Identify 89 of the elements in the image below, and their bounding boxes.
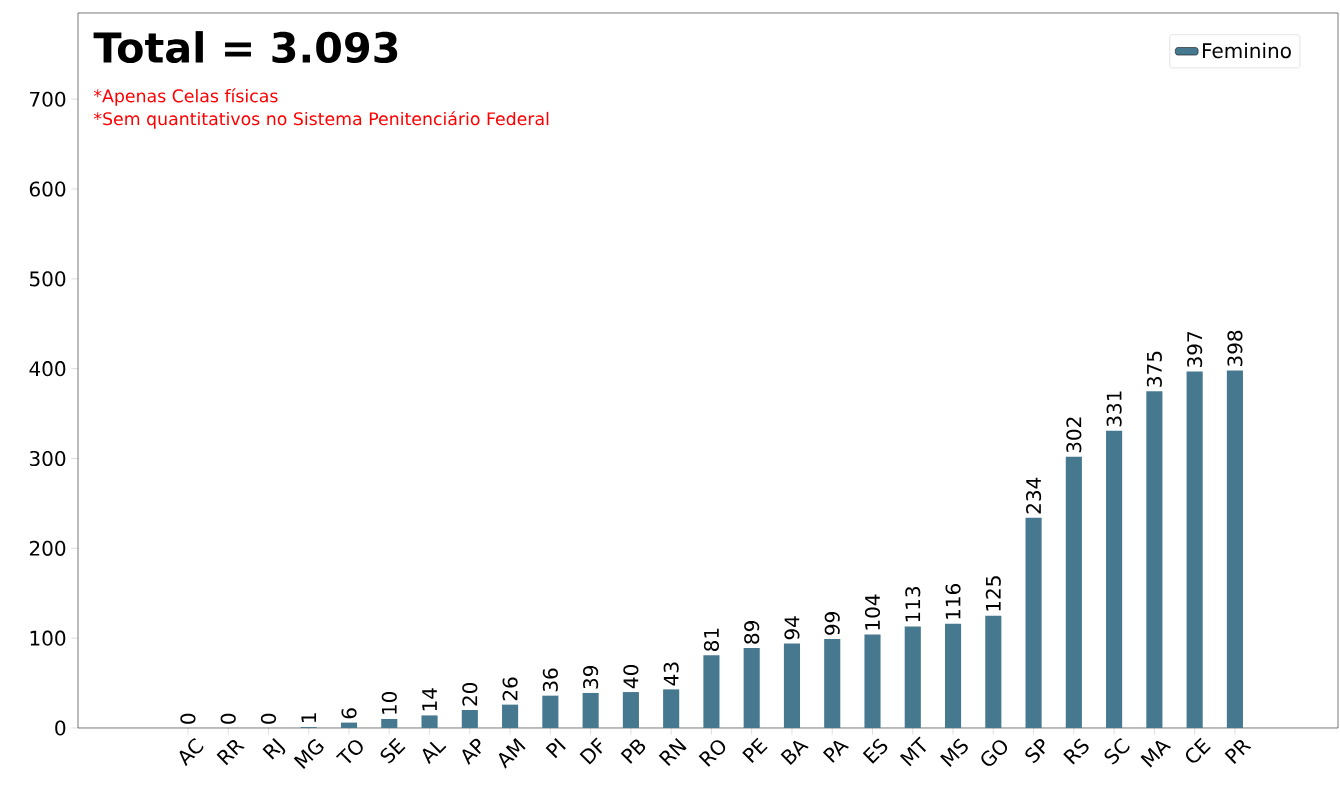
bar (1106, 430, 1123, 728)
data-label: 10 (381, 691, 397, 714)
x-tick-label: PB (620, 739, 646, 764)
x-tick-label: SE (380, 737, 406, 764)
x-tick-label: RO (698, 740, 726, 767)
data-label: 302 (1066, 417, 1082, 453)
x-tick-label: RN (658, 738, 687, 766)
y-tick-label: 600 (29, 181, 66, 197)
bar (904, 626, 921, 728)
y-tick-label: 700 (30, 91, 66, 107)
bar (743, 648, 760, 728)
bar (1186, 371, 1203, 728)
x-tick-label: AM (498, 737, 526, 769)
data-label: 99 (824, 612, 840, 635)
bar (340, 722, 358, 728)
data-label: 89 (744, 621, 760, 644)
x-tick-label: MA (1140, 740, 1172, 768)
data-label: 26 (502, 677, 518, 701)
data-label: 40 (623, 665, 639, 689)
x-tick-label: PI (545, 737, 566, 759)
x-tick-label: CE (1186, 737, 1211, 763)
bar (1226, 370, 1243, 728)
data-label: 0 (180, 713, 196, 724)
x-tick-label: MS (940, 738, 968, 767)
data-label: 234 (1026, 477, 1042, 514)
x-tick-label: DF (579, 737, 603, 765)
annotation: *Apenas Celas físicas (93, 88, 278, 106)
x-tick-label: TO (335, 740, 363, 764)
bar (582, 692, 599, 728)
bar (622, 692, 639, 728)
data-label: 81 (703, 628, 719, 651)
x-tick-label: GO (981, 740, 1008, 766)
data-label: 397 (1187, 331, 1203, 367)
data-label: 14 (422, 688, 437, 711)
y-tick-label: 400 (29, 361, 66, 377)
x-tick-label: PR (1224, 739, 1252, 764)
bar (1025, 517, 1042, 728)
data-label: 1 (301, 713, 317, 722)
x-tick-label: AP (462, 738, 481, 766)
data-label: 375 (1146, 351, 1162, 387)
x-tick-label: PE (742, 737, 768, 763)
bar (944, 623, 962, 728)
x-tick-label: AC (179, 738, 204, 767)
data-label: 6 (341, 708, 357, 719)
bar (703, 655, 720, 728)
y-tick-label: 500 (30, 271, 66, 287)
x-tick-label: SC (1104, 738, 1130, 765)
bar (824, 639, 841, 728)
bar (542, 695, 559, 728)
x-tick-label: BA (780, 740, 809, 765)
bar (461, 710, 478, 728)
data-label: 0 (220, 713, 236, 724)
x-tick-label: PA (822, 740, 850, 763)
x-tick-label: MT (899, 736, 927, 767)
x-tick-label: RR (216, 739, 245, 766)
data-label: 43 (663, 662, 679, 686)
data-label: 104 (864, 594, 881, 630)
data-label: 0 (260, 713, 277, 724)
bar (1065, 456, 1082, 728)
data-label: 125 (985, 576, 1001, 611)
y-tick-label: 0 (55, 720, 66, 736)
bar (985, 615, 1002, 728)
x-tick-label: RS (1063, 738, 1089, 765)
data-label: 39 (583, 665, 599, 689)
data-label: 331 (1106, 391, 1122, 427)
bar (421, 715, 438, 728)
x-tick-label: RJ (262, 737, 286, 760)
data-label: 20 (462, 682, 478, 706)
data-label: 398 (1227, 330, 1243, 367)
annotation: *Sem quantitativos no Sistema Penitenciário Federal (93, 111, 549, 129)
bar (502, 704, 519, 728)
bar (663, 689, 680, 728)
y-tick-label: 300 (29, 450, 66, 467)
bar (381, 719, 398, 728)
x-tick-label: AL (422, 741, 447, 765)
x-tick-label: SP (1025, 738, 1045, 764)
x-tick-label: MG (293, 739, 324, 769)
y-tick-label: 200 (29, 540, 66, 556)
x-tick-label: ES (862, 738, 888, 764)
data-label: 94 (784, 616, 800, 640)
legend-label: Feminino (1203, 42, 1291, 59)
bar (783, 643, 801, 728)
bar (864, 634, 881, 728)
data-label: 36 (542, 668, 558, 692)
y-tick-label: 100 (30, 630, 66, 646)
chart-title: Total = 3.093 (93, 31, 398, 64)
data-label: 113 (905, 586, 921, 622)
bar (1146, 391, 1163, 728)
data-label: 116 (945, 583, 961, 619)
